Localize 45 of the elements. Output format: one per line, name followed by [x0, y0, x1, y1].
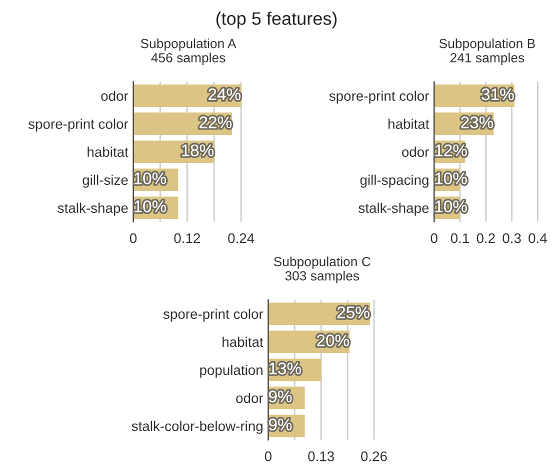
- data-label: 23%: [461, 116, 494, 128]
- y-tick-label: spore-print color: [329, 90, 430, 104]
- y-tick-label: odor: [101, 90, 128, 101]
- data-label: 25%: [337, 306, 370, 318]
- chart-title: Subpopulation C: [274, 256, 370, 269]
- data-label: 31%: [482, 88, 514, 100]
- y-tick-label: population: [200, 364, 262, 378]
- y-tick-label: stalk-shape: [58, 202, 128, 216]
- chart-subtitle: 456 samples: [151, 52, 226, 66]
- y-tick-label: habitat: [222, 336, 264, 348]
- y-tick-label: gill-spacing: [360, 174, 428, 188]
- x-tick-label: 0.4: [528, 233, 547, 244]
- x-tick-label: 0.2: [476, 233, 495, 244]
- x-tick-label: 0.26: [361, 451, 387, 462]
- data-label: 10%: [134, 172, 166, 184]
- y-tick-label: gill-size: [82, 174, 128, 188]
- y-tick-label: spore-print color: [28, 118, 128, 132]
- chart-title: Subpopulation B: [439, 38, 535, 51]
- data-label: 9%: [268, 390, 292, 402]
- data-label: 20%: [317, 334, 349, 346]
- x-tick-label: 0: [264, 451, 272, 462]
- data-label: 24%: [208, 88, 240, 100]
- x-tick-label: 0.3: [502, 233, 521, 244]
- y-tick-label: odor: [236, 392, 264, 404]
- x-tick-label: 0: [430, 233, 438, 244]
- chart-title: Subpopulation A: [140, 38, 236, 51]
- x-tick-label: 0.13: [308, 451, 334, 462]
- data-label: 9%: [268, 418, 292, 430]
- data-label: 18%: [182, 144, 214, 156]
- y-tick-label: habitat: [388, 118, 430, 129]
- data-label: 22%: [200, 116, 232, 128]
- y-tick-label: spore-print color: [163, 308, 264, 322]
- x-tick-label: 0: [130, 233, 137, 244]
- x-tick-label: 0.1: [450, 233, 469, 244]
- y-tick-label: stalk-shape: [358, 202, 429, 216]
- x-tick-label: 0.12: [174, 233, 200, 244]
- data-label: 10%: [134, 200, 166, 212]
- chart-subtitle: 241 samples: [450, 52, 524, 66]
- text: (top 5 features): [216, 12, 337, 29]
- y-tick-label: odor: [402, 146, 430, 157]
- y-tick-label: stalk-color-below-ring: [132, 420, 262, 434]
- y-tick-label: habitat: [88, 146, 128, 157]
- chart-subtitle: 303 samples: [285, 270, 360, 284]
- x-tick-label: 0.24: [228, 233, 254, 244]
- data-label: 13%: [269, 362, 301, 374]
